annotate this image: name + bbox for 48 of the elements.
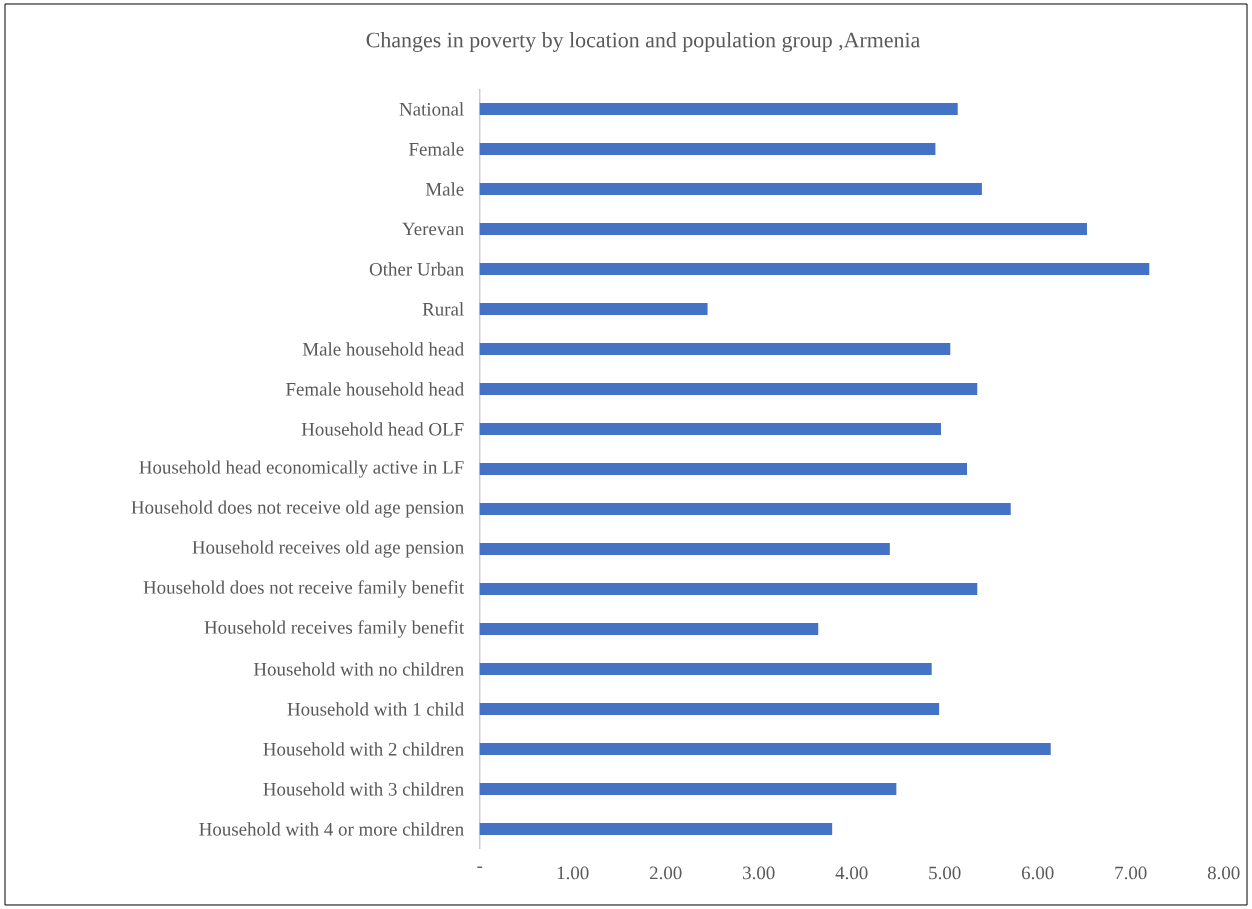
x-tick-label: 2.00 <box>649 866 682 880</box>
y-tick-label: Household head OLF <box>301 422 464 436</box>
bar <box>479 342 951 355</box>
bar <box>479 622 819 635</box>
x-tick-label: 4.00 <box>835 866 868 880</box>
x-tick-label: 3.00 <box>743 866 775 880</box>
y-tick-label: Household receives family benefit <box>204 620 465 638</box>
y-tick-label: Household head economically active in LF <box>139 460 464 478</box>
bar <box>479 462 968 475</box>
bar <box>479 262 1150 275</box>
y-tick-label: Male <box>425 182 464 196</box>
y-tick-label: Female household head <box>286 382 464 396</box>
bar <box>479 502 1011 515</box>
bar <box>479 743 1051 755</box>
bar <box>479 783 897 795</box>
bar <box>479 822 833 835</box>
y-tick-label: Other Urban <box>369 262 464 276</box>
chart-title: Changes in poverty by location and population group ,Armenia <box>366 32 921 52</box>
y-tick-label: Household with 4 or more children <box>199 822 464 836</box>
bar <box>479 542 890 555</box>
y-tick-label: Household receives old age pension <box>192 540 464 558</box>
bar <box>479 422 941 435</box>
y-tick-label: Household does not receive old age pension <box>131 500 464 518</box>
bar <box>479 663 932 675</box>
y-tick-label: Female <box>409 142 464 156</box>
y-tick-label: Household does not receive family benefit <box>143 580 465 598</box>
bar <box>479 582 978 595</box>
y-tick-label: Male household head <box>302 342 464 356</box>
y-tick-label: Rural <box>422 302 464 316</box>
x-tick-label: 7.00 <box>1115 866 1147 880</box>
y-tick-label: Household with no children <box>253 662 464 676</box>
bar <box>479 382 978 395</box>
y-tick-label: Household with 2 children <box>263 742 464 756</box>
bar <box>479 703 940 715</box>
bar <box>479 182 982 195</box>
bar <box>479 142 936 155</box>
y-tick-label: Household with 1 child <box>287 702 464 716</box>
y-tick-label: National <box>399 102 464 116</box>
bar <box>479 102 958 115</box>
x-tick-label: 8.00 <box>1207 866 1240 880</box>
y-tick-label: Yerevan <box>402 222 464 236</box>
y-tick-label: Household with 3 children <box>263 782 464 796</box>
bar <box>479 302 708 315</box>
x-tick-label: 1.00 <box>557 866 589 880</box>
x-tick-label: 6.00 <box>1021 866 1054 880</box>
x-tick-label: 5.00 <box>929 866 961 880</box>
x-tick-label: - <box>477 866 483 868</box>
bar <box>479 222 1087 235</box>
